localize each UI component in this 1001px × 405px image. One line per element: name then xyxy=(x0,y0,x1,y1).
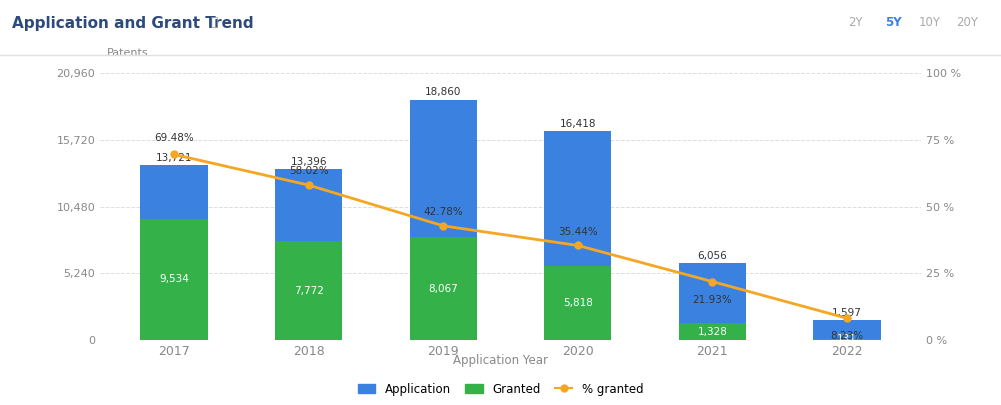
Bar xyxy=(813,320,881,340)
Text: 13,721: 13,721 xyxy=(156,153,192,163)
Text: 5,818: 5,818 xyxy=(563,298,593,308)
Text: 21.93%: 21.93% xyxy=(693,294,732,305)
Bar xyxy=(545,266,612,340)
Text: 8.23%: 8.23% xyxy=(831,331,864,341)
Text: ⓘ: ⓘ xyxy=(210,16,217,29)
Text: 8,067: 8,067 xyxy=(428,284,458,294)
Text: 9,534: 9,534 xyxy=(159,275,189,284)
Bar xyxy=(275,169,342,340)
Text: Application Year: Application Year xyxy=(453,354,548,367)
Text: 7,772: 7,772 xyxy=(293,286,323,296)
Text: Application and Grant Trend: Application and Grant Trend xyxy=(12,16,253,31)
Text: 10Y: 10Y xyxy=(919,16,941,29)
Bar xyxy=(140,165,208,340)
Text: 42.78%: 42.78% xyxy=(423,207,463,217)
Text: 5Y: 5Y xyxy=(885,16,901,29)
Text: 58.02%: 58.02% xyxy=(289,166,328,176)
Text: 16,418: 16,418 xyxy=(560,119,596,128)
Bar xyxy=(140,219,208,340)
Text: 18,860: 18,860 xyxy=(425,87,461,97)
Bar xyxy=(545,131,612,340)
Bar xyxy=(813,339,881,340)
Text: 131: 131 xyxy=(837,335,857,344)
Bar xyxy=(409,100,476,340)
Text: 1,597: 1,597 xyxy=(832,307,862,318)
Bar xyxy=(679,263,746,340)
Text: 13,396: 13,396 xyxy=(290,157,327,167)
Bar xyxy=(679,323,746,340)
Legend: Application, Granted, % granted: Application, Granted, % granted xyxy=(354,379,647,399)
Text: 69.48%: 69.48% xyxy=(154,133,194,143)
Bar xyxy=(409,237,476,340)
Text: 2Y: 2Y xyxy=(849,16,863,29)
Text: 1,328: 1,328 xyxy=(698,327,728,337)
Text: Patents: Patents xyxy=(107,48,148,58)
Bar xyxy=(275,241,342,340)
Text: 20Y: 20Y xyxy=(956,16,978,29)
Text: 35.44%: 35.44% xyxy=(558,226,598,237)
Text: 6,056: 6,056 xyxy=(698,251,727,261)
